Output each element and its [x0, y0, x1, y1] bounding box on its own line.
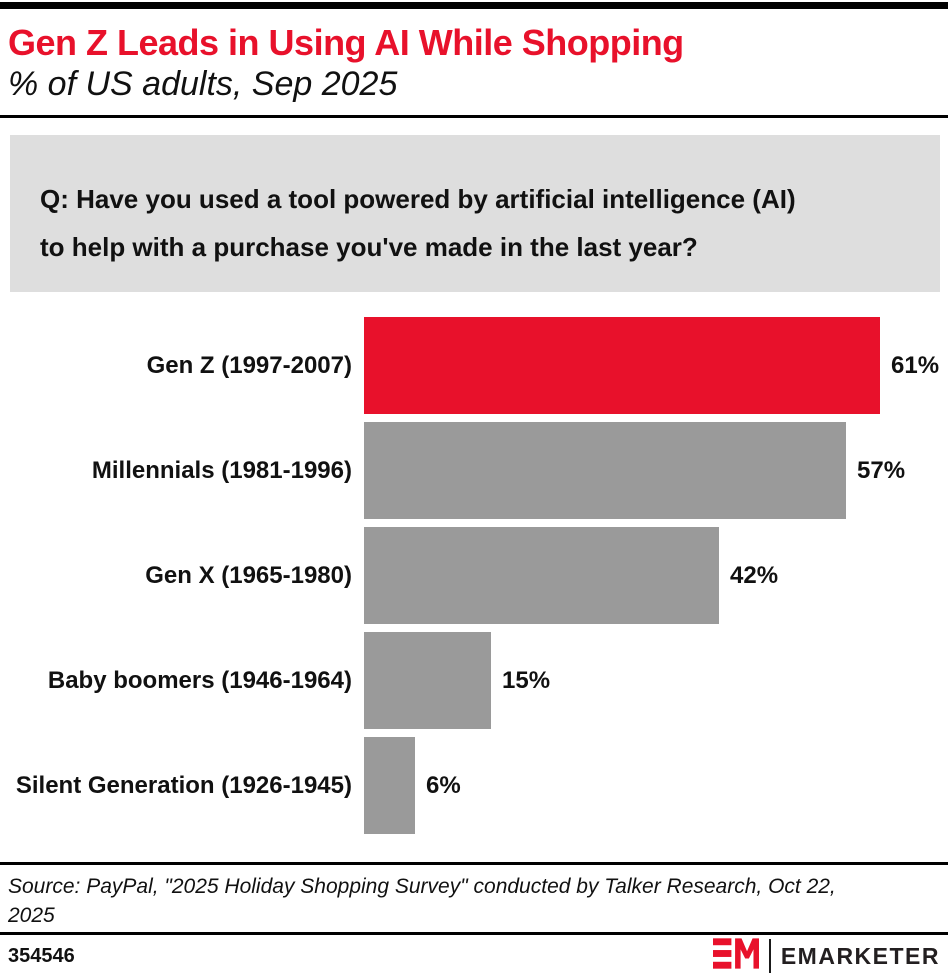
source-text: Source: PayPal, "2025 Holiday Shopping S… [8, 875, 836, 927]
bar-row: Baby boomers (1946-1964) 15% [0, 628, 948, 733]
bar-value-label: 61% [891, 351, 940, 379]
bar-category-label: Millennials (1981-1996) [91, 456, 352, 484]
chart-subtitle: % of US adults, Sep 2025 [8, 65, 398, 103]
bar-value-label: 57% [857, 456, 906, 484]
source-divider [0, 862, 948, 865]
logo-separator [768, 939, 771, 973]
bar-category-label: Silent Generation (1926-1945) [15, 771, 352, 799]
bar-category-label: Gen X (1965-1980) [145, 561, 352, 589]
bar [364, 527, 719, 624]
bar-category-label: Gen Z (1997-2007) [146, 351, 352, 379]
bar [364, 422, 846, 519]
bar-value-label: 42% [730, 561, 779, 589]
brand-wordmark: EMARKETER [780, 942, 940, 969]
source-block: Source: PayPal, "2025 Holiday Shopping S… [0, 865, 948, 932]
header: Gen Z Leads in Using AI While Shopping %… [0, 23, 948, 105]
emarketer-logo: EMARKETER [712, 937, 940, 975]
bar-value-label: 6% [426, 771, 461, 799]
bar-chart: Gen Z (1997-2007) 61% Millennials (1981-19… [0, 313, 948, 838]
bar [364, 632, 491, 729]
survey-question-text: Q: Have you used a tool powered by artif… [40, 184, 796, 262]
bar [364, 737, 415, 834]
chart-id: 354546 [8, 944, 75, 967]
footer-divider [0, 932, 948, 935]
chart-title: Gen Z Leads in Using AI While Shopping [8, 22, 684, 63]
bar-row: Gen X (1965-1980) 42% [0, 523, 948, 628]
bar-category-label: Baby boomers (1946-1964) [47, 666, 352, 694]
top-accent-bar [0, 2, 948, 9]
header-divider [0, 115, 948, 118]
bar [364, 317, 880, 414]
bar-row: Silent Generation (1926-1945) 6% [0, 733, 948, 838]
footer: 354546 EMARKETER [0, 935, 948, 977]
survey-question-box: Q: Have you used a tool powered by artif… [10, 135, 940, 292]
bar-value-label: 15% [502, 666, 551, 694]
emarketer-em-mark-icon [712, 937, 759, 975]
bar-row: Gen Z (1997-2007) 61% [0, 313, 948, 418]
bar-row: Millennials (1981-1996) 57% [0, 418, 948, 523]
